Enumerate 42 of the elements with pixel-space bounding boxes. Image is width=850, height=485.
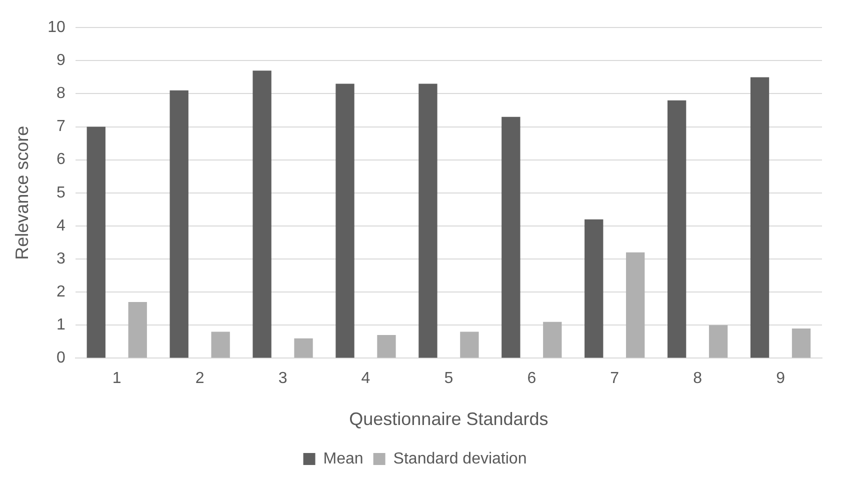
y-tick-label: 5 — [56, 184, 66, 202]
bar — [667, 100, 686, 358]
bar — [252, 70, 272, 358]
bar — [128, 302, 147, 358]
x-tick-label: 4 — [361, 370, 370, 388]
x-tick-label: 8 — [693, 370, 702, 388]
x-tick-label: 2 — [195, 370, 204, 388]
bar — [584, 219, 604, 358]
bar — [418, 84, 438, 358]
bar — [211, 332, 230, 358]
x-tick-label: 5 — [444, 370, 454, 388]
x-axis-title: Questionnaire Standards — [349, 409, 548, 430]
x-tick-label: 1 — [112, 370, 122, 388]
bar — [294, 338, 313, 358]
y-tick-label: 0 — [56, 350, 66, 367]
x-tick-label: 3 — [278, 370, 288, 388]
x-tick-label: 6 — [527, 370, 536, 388]
bar — [502, 116, 520, 358]
x-tick-label: 7 — [610, 370, 620, 388]
y-tick-label: 4 — [56, 217, 66, 234]
bar — [708, 325, 728, 358]
bar — [336, 84, 354, 358]
bar — [86, 126, 106, 358]
x-tick-label: 9 — [776, 370, 786, 388]
legend-label: Mean — [323, 450, 364, 468]
y-tick-label: 1 — [56, 316, 66, 334]
y-tick-label: 2 — [56, 283, 66, 300]
y-axis-title: Relevance score — [12, 126, 32, 260]
bar — [792, 328, 811, 358]
bar — [543, 322, 562, 358]
y-tick-label: 7 — [56, 118, 66, 136]
bar — [170, 90, 188, 358]
bar — [460, 332, 479, 358]
y-tick-label: 9 — [56, 52, 66, 70]
y-tick-label: 3 — [56, 250, 66, 268]
y-tick-label: 8 — [56, 85, 66, 102]
legend-label: Standard deviation — [393, 450, 527, 468]
y-tick-label: 6 — [56, 151, 66, 168]
bar — [377, 335, 396, 358]
bar — [626, 252, 645, 358]
bar — [750, 77, 770, 358]
y-tick-label: 10 — [48, 19, 66, 36]
